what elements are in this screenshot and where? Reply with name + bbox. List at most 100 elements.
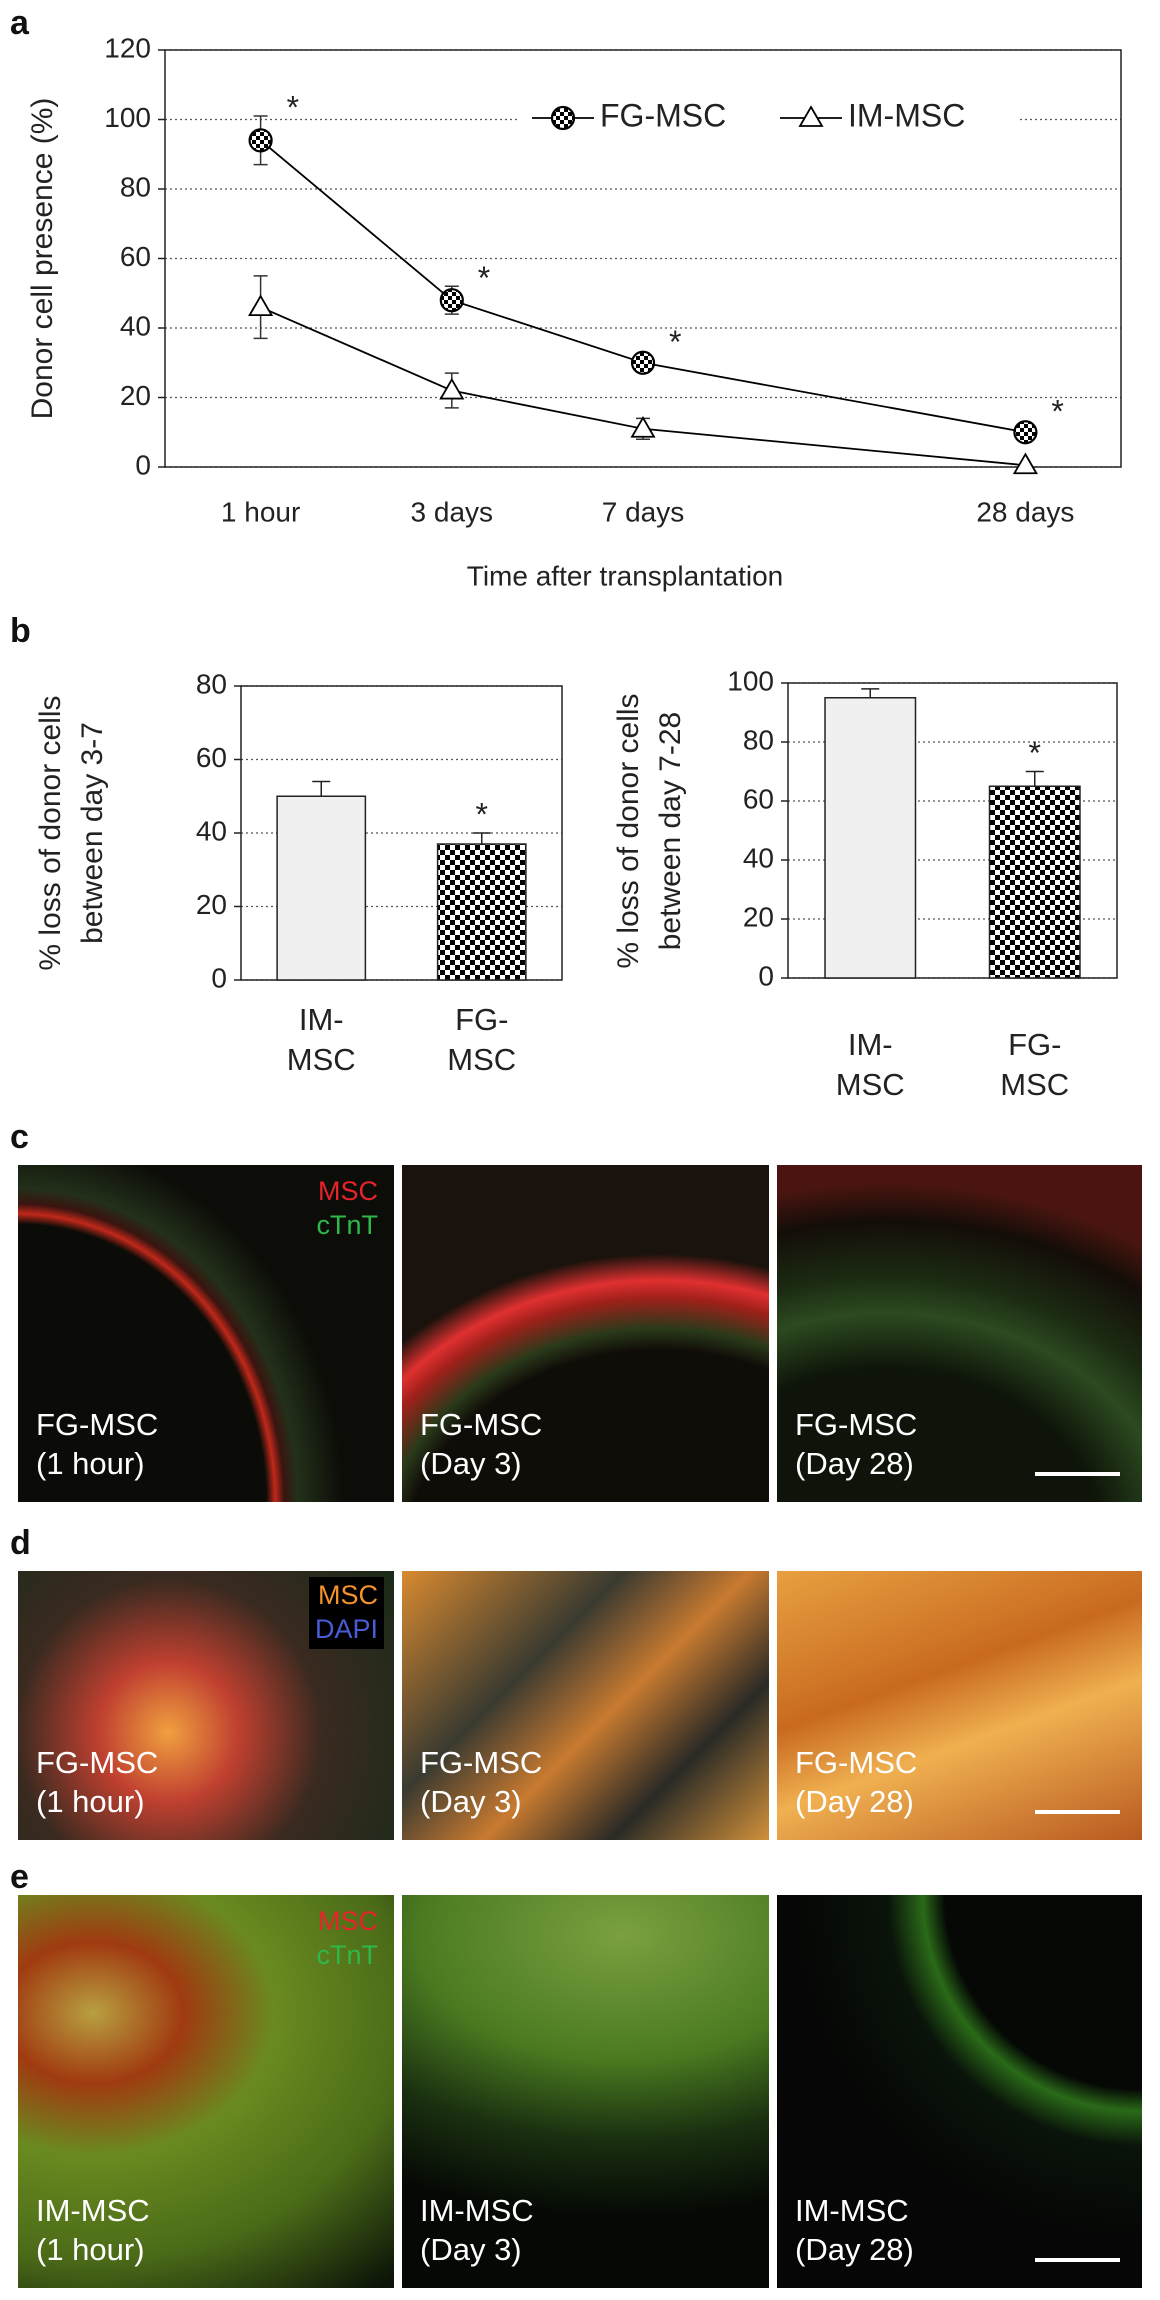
micrograph: IM-MSC (Day 28): [777, 1895, 1142, 2288]
error-bar: [1025, 770, 1044, 787]
caption-line: FG-MSC: [420, 1744, 543, 1780]
error-bar: [472, 832, 491, 845]
caption-line: (1 hour): [36, 2232, 145, 2268]
significance-mark: *: [1051, 394, 1063, 430]
panel-label: e: [10, 1858, 29, 1896]
point: [630, 415, 656, 438]
micrograph: IM-MSC (Day 3): [402, 1895, 769, 2288]
stain-label: MSC: [318, 1580, 378, 1610]
legend-marker: [550, 105, 576, 131]
scale-bar: [1035, 1810, 1120, 1814]
y-tick-label: 40: [196, 815, 227, 846]
plot-frame: [240, 685, 563, 981]
caption-line: (Day 28): [795, 1784, 914, 1820]
micrograph: FG-MSC (1 hour) MSC cTnT: [18, 1165, 394, 1502]
point: [439, 377, 465, 400]
panel-label: b: [10, 612, 31, 650]
charts: 0 20 40 60 80 100 120 1 hour 3 days 7 days 28 days…: [26, 32, 1122, 993]
y-axis-label: Donor cell presence (%): [26, 98, 59, 420]
y-tick-label: 20: [120, 380, 151, 411]
caption-line: IM-MSC: [36, 2192, 150, 2228]
bar: [988, 785, 1081, 979]
y-tick-label: 80: [743, 724, 774, 755]
stain-legend: MSC cTnT: [316, 1175, 378, 1243]
micrograph: FG-MSC (Day 3): [402, 1571, 769, 1840]
stain-label: DAPI: [314, 1613, 378, 1644]
micrograph-caption: IM-MSC (Day 3): [420, 2191, 534, 2270]
x-tick-label: FG-MSC: [447, 1002, 517, 1078]
x-tick-label: 28 days: [976, 496, 1074, 527]
point: [1012, 452, 1038, 475]
caption-line: (Day 28): [795, 1446, 914, 1482]
y-tick-label: 20: [196, 889, 227, 920]
bar: [276, 795, 367, 981]
legend-marker: [798, 105, 824, 127]
stain-label: MSC: [318, 1176, 378, 1206]
plot-frame: [787, 682, 1118, 979]
y-tick-label: 20: [743, 901, 774, 932]
stain-legend: MSC DAPI: [308, 1577, 384, 1649]
x-tick-label: IM-MSC: [286, 1002, 356, 1078]
x-tick-label: 7 days: [602, 496, 685, 527]
micrograph: FG-MSC (Day 28): [777, 1571, 1142, 1840]
line: [260, 306, 1026, 467]
plot-frame: [164, 49, 1122, 468]
x-tick-label: IM-MSC: [835, 1027, 905, 1103]
caption-line: FG-MSC: [420, 1406, 543, 1442]
scale-bar: [1035, 2258, 1120, 2262]
x-tick-label: 1 hour: [221, 496, 300, 527]
line: [260, 139, 1026, 434]
legend-label: IM-MSC: [848, 97, 965, 133]
y-tick-label: 80: [196, 668, 227, 699]
significance-mark: *: [1029, 735, 1041, 771]
stain-legend: MSC cTnT: [316, 1905, 378, 1973]
caption-line: FG-MSC: [795, 1406, 918, 1442]
panel-label: d: [10, 1524, 31, 1562]
micrograph: FG-MSC (1 hour) MSC DAPI: [18, 1571, 394, 1840]
caption-line: FG-MSC: [36, 1406, 159, 1442]
micrograph: FG-MSC (Day 3): [402, 1165, 769, 1502]
point: [248, 294, 274, 317]
micrograph-caption: IM-MSC (Day 28): [795, 2191, 914, 2270]
caption-line: (Day 3): [420, 2232, 522, 2268]
panel-label: c: [10, 1118, 29, 1156]
caption-line: FG-MSC: [795, 1744, 918, 1780]
micrograph-caption: FG-MSC (Day 3): [420, 1405, 542, 1484]
y-tick-label: 100: [104, 102, 151, 133]
stain-label: MSC: [318, 1906, 378, 1936]
y-axis-label: % loss of donor cells between day 7-28: [612, 692, 687, 969]
point: [1013, 420, 1038, 445]
caption-line: (Day 3): [420, 1446, 522, 1482]
caption-line: (1 hour): [36, 1446, 145, 1482]
significance-mark: *: [478, 260, 490, 296]
y-tick-label: 120: [104, 32, 151, 63]
legend-box: [520, 95, 1020, 141]
micrograph-caption: IM-MSC (1 hour): [36, 2191, 150, 2270]
x-tick-label: FG-MSC: [1000, 1027, 1070, 1103]
y-tick-label: 40: [743, 842, 774, 873]
micrograph: FG-MSC (Day 28): [777, 1165, 1142, 1502]
point: [439, 288, 464, 313]
micrograph-caption: FG-MSC (Day 28): [795, 1405, 917, 1484]
micrograph-caption: FG-MSC (1 hour): [36, 1743, 158, 1822]
y-tick-label: 60: [196, 742, 227, 773]
y-tick-label: 0: [211, 962, 227, 993]
x-axis-label: Time after transplantation: [467, 560, 783, 591]
point: [248, 128, 273, 153]
y-tick-label: 60: [120, 241, 151, 272]
bar: [436, 843, 527, 981]
y-axis-label: % loss of donor cells between day 3-7: [34, 695, 109, 971]
caption-line: IM-MSC: [795, 2192, 909, 2228]
y-tick-label: 40: [120, 310, 151, 341]
scale-bar: [1035, 1472, 1120, 1476]
y-tick-label: 80: [120, 171, 151, 202]
micrograph-caption: FG-MSC (Day 3): [420, 1743, 542, 1822]
caption-line: (Day 3): [420, 1784, 522, 1820]
error-bar: [312, 780, 331, 797]
micrograph-caption: FG-MSC (Day 28): [795, 1743, 917, 1822]
micrograph: IM-MSC (1 hour) MSC cTnT: [18, 1895, 394, 2288]
y-tick-label: 0: [135, 449, 151, 480]
panel-label: a: [10, 4, 29, 42]
caption-line: (Day 28): [795, 2232, 914, 2268]
